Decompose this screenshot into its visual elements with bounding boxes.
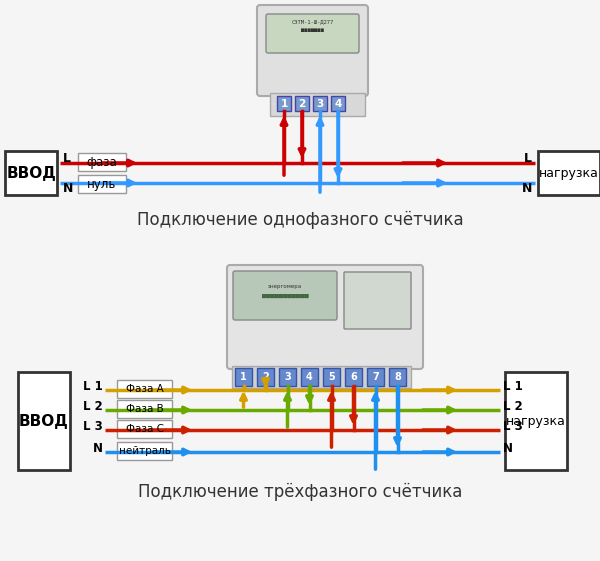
- FancyBboxPatch shape: [78, 153, 126, 171]
- Bar: [270, 93, 365, 116]
- Text: 4: 4: [306, 372, 313, 382]
- Text: N: N: [93, 442, 103, 454]
- Text: L: L: [63, 151, 71, 164]
- Text: L 3: L 3: [83, 420, 103, 433]
- Text: нейтраль: нейтраль: [119, 446, 170, 456]
- FancyBboxPatch shape: [18, 372, 70, 470]
- FancyBboxPatch shape: [389, 368, 406, 386]
- Text: 5: 5: [328, 372, 335, 382]
- Text: нагрузка: нагрузка: [506, 415, 566, 427]
- FancyBboxPatch shape: [323, 368, 340, 386]
- Text: энергомера: энергомера: [268, 283, 302, 288]
- FancyBboxPatch shape: [233, 271, 337, 320]
- Text: ■■■■■■■: ■■■■■■■: [301, 27, 324, 33]
- Text: L 2: L 2: [83, 399, 103, 412]
- Text: Подключение однофазного счётчика: Подключение однофазного счётчика: [137, 211, 463, 229]
- FancyBboxPatch shape: [117, 420, 172, 438]
- FancyBboxPatch shape: [117, 380, 172, 398]
- FancyBboxPatch shape: [345, 368, 362, 386]
- Text: L 3: L 3: [503, 420, 523, 433]
- FancyBboxPatch shape: [257, 5, 368, 96]
- Text: N: N: [521, 182, 532, 195]
- Text: нагрузка: нагрузка: [539, 167, 599, 180]
- FancyBboxPatch shape: [117, 400, 172, 418]
- FancyBboxPatch shape: [5, 151, 57, 195]
- Text: 2: 2: [262, 372, 269, 382]
- Text: Подключение трёхфазного счётчика: Подключение трёхфазного счётчика: [138, 483, 462, 501]
- Text: 3: 3: [284, 372, 291, 382]
- Text: 7: 7: [372, 372, 379, 382]
- Text: нуль: нуль: [88, 177, 116, 191]
- Text: Фаза В: Фаза В: [125, 404, 163, 414]
- Bar: [232, 366, 411, 388]
- Text: L 1: L 1: [83, 379, 103, 393]
- FancyBboxPatch shape: [367, 368, 384, 386]
- FancyBboxPatch shape: [117, 442, 172, 460]
- Text: L 2: L 2: [503, 399, 523, 412]
- FancyBboxPatch shape: [235, 368, 252, 386]
- Text: СЭТМ-1-Ш-Д277: СЭТМ-1-Ш-Д277: [292, 20, 334, 25]
- Text: L 1: L 1: [503, 379, 523, 393]
- Text: ВВОД: ВВОД: [19, 413, 69, 429]
- Text: 3: 3: [316, 99, 323, 109]
- Text: Фаза С: Фаза С: [125, 424, 163, 434]
- FancyBboxPatch shape: [344, 272, 411, 329]
- Text: ■■■■■■■■■■■: ■■■■■■■■■■■: [262, 293, 308, 299]
- Text: 8: 8: [394, 372, 401, 382]
- Text: 2: 2: [298, 99, 305, 109]
- Text: N: N: [63, 182, 73, 195]
- FancyBboxPatch shape: [257, 368, 274, 386]
- Text: N: N: [503, 442, 513, 454]
- Text: 1: 1: [240, 372, 247, 382]
- FancyBboxPatch shape: [78, 175, 126, 193]
- Text: ВВОД: ВВОД: [6, 165, 56, 181]
- FancyBboxPatch shape: [331, 96, 345, 111]
- FancyBboxPatch shape: [538, 151, 600, 195]
- FancyBboxPatch shape: [227, 265, 423, 369]
- FancyBboxPatch shape: [277, 96, 291, 111]
- FancyBboxPatch shape: [505, 372, 567, 470]
- FancyBboxPatch shape: [266, 14, 359, 53]
- Text: L: L: [524, 151, 532, 164]
- Text: 1: 1: [280, 99, 287, 109]
- FancyBboxPatch shape: [295, 96, 309, 111]
- FancyBboxPatch shape: [313, 96, 327, 111]
- Text: фаза: фаза: [86, 155, 118, 168]
- Text: Фаза А: Фаза А: [125, 384, 163, 394]
- FancyBboxPatch shape: [279, 368, 296, 386]
- Text: 4: 4: [334, 99, 341, 109]
- FancyBboxPatch shape: [301, 368, 318, 386]
- Text: 6: 6: [350, 372, 357, 382]
